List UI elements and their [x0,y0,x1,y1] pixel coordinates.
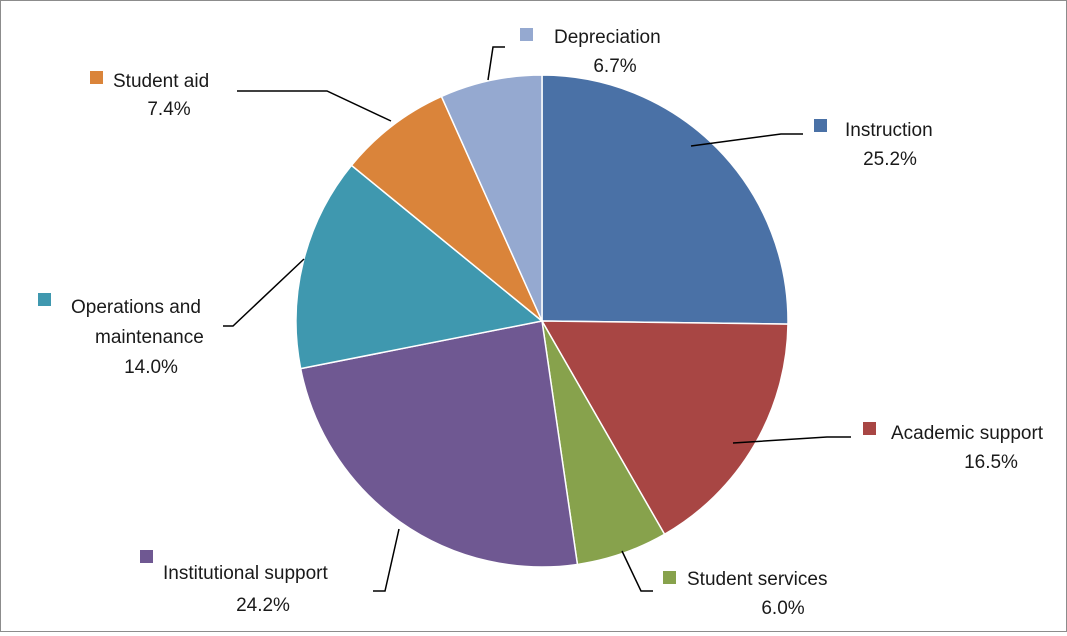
slice-percent-operations-and-maintenance: 14.0% [124,357,178,378]
leader-lines [223,46,851,592]
slice-label-student-aid: Student aid [113,71,209,92]
slice-percent-academic-support: 16.5% [964,452,1018,473]
leader-line-depreciation [487,46,505,81]
legend-key-student-aid [90,71,103,84]
leader-line-institutional-support [373,528,400,592]
legend-key-academic-support [863,422,876,435]
pie-slice-academic-support [540,320,789,536]
slice-percent-student-aid: 7.4% [147,99,190,120]
legend-key-institutional-support [140,550,153,563]
leader-line-operations-and-maintenance [223,258,305,327]
slice-percent-institutional-support: 24.2% [236,595,290,616]
legend-key-instruction [814,119,827,132]
legend-key-student-services [663,571,676,584]
legend-key-depreciation [520,28,533,41]
slice-percent-instruction: 25.2% [863,149,917,170]
leader-line-student-services [621,550,653,592]
slice-label-instruction: Instruction [845,120,933,141]
slice-label-academic-support: Academic support [891,423,1044,444]
leader-line-academic-support [732,436,851,444]
slice-percent-student-services: 6.0% [761,598,804,619]
leader-line-student-aid [237,90,392,122]
pie-slices [295,74,789,568]
slice-percent-depreciation: 6.7% [593,56,636,77]
slice-label-operations-and-maintenance-line-2: maintenance [95,327,204,348]
legend-key-operations-and-maintenance [38,293,51,306]
slice-label-depreciation: Depreciation [554,27,661,48]
slice-label-institutional-support: Institutional support [163,563,328,584]
slice-label-student-services: Student services [687,569,827,590]
pie-slice-institutional-support [299,320,579,568]
pie-slice-operations-and-maintenance [295,164,544,370]
slice-label-operations-and-maintenance-line-1: Operations and [71,297,201,318]
pie-slice-depreciation [440,74,543,322]
leader-line-instruction [690,133,803,147]
data-labels: Instruction 25.2% Academic support 16.5% Stu… [38,27,1044,619]
pie-slice-instruction [541,74,789,325]
pie-slice-student-aid [350,95,543,322]
